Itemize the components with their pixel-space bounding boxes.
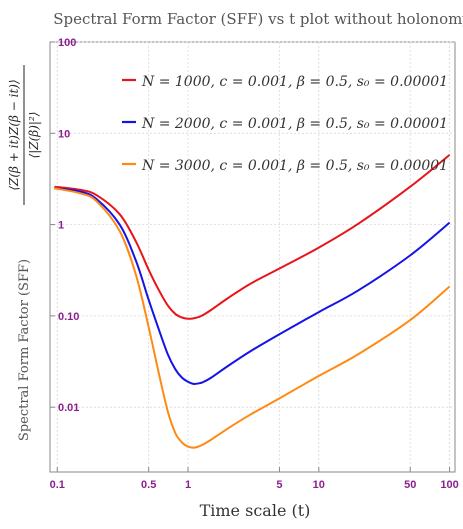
x-tick-label: 1 (185, 479, 191, 491)
series-line-2 (54, 187, 451, 385)
x-axis-ticks: 0.1 0.5 1 5 10 50 100 (50, 467, 459, 491)
x-tick-label: 0.1 (50, 479, 65, 491)
x-tick-label: 10 (313, 479, 325, 491)
y-tick-label: 10 (58, 128, 70, 140)
series-line-3 (54, 187, 451, 449)
legend-label-3: N = 3000, c = 0.001, β = 0.5, s₀ = 0.000… (141, 158, 448, 174)
series-line-1 (54, 154, 451, 320)
plot-frame (49, 41, 456, 473)
series-lines (54, 154, 451, 449)
legend: N = 1000, c = 0.001, β = 0.5, s₀ = 0.000… (122, 74, 448, 174)
x-axis-title: Time scale (t) (200, 501, 311, 520)
y-axis-title: Spectral Form Factor (SFF) (17, 259, 32, 441)
y-tick-label: 0.01 (58, 402, 79, 414)
y-axis-label: Spectral Form Factor (SFF) ⟨Z(β + it)Z(β… (7, 65, 41, 441)
y-axis-ticks: 100 10 1 0.10 0.01 (50, 37, 79, 414)
y-tick-label: 1 (58, 220, 64, 232)
y-axis-formula-den: ⟨|Z(β)|²⟩ (27, 112, 41, 159)
x-tick-label: 100 (440, 479, 458, 491)
y-tick-label: 0.10 (58, 311, 79, 323)
y-tick-label: 100 (58, 37, 76, 49)
legend-label-1: N = 1000, c = 0.001, β = 0.5, s₀ = 0.000… (141, 74, 448, 90)
y-axis-formula-num: ⟨Z(β + it)Z(β − it)⟩ (7, 79, 21, 190)
x-tick-label: 0.5 (141, 479, 156, 491)
x-tick-label: 5 (276, 479, 282, 491)
x-tick-label: 50 (404, 479, 416, 491)
plot-area (49, 41, 456, 473)
grid-lines (50, 41, 455, 472)
chart-title: Spectral Form Factor (SFF) vs t plot wit… (53, 10, 463, 28)
legend-label-2: N = 2000, c = 0.001, β = 0.5, s₀ = 0.000… (141, 116, 448, 132)
